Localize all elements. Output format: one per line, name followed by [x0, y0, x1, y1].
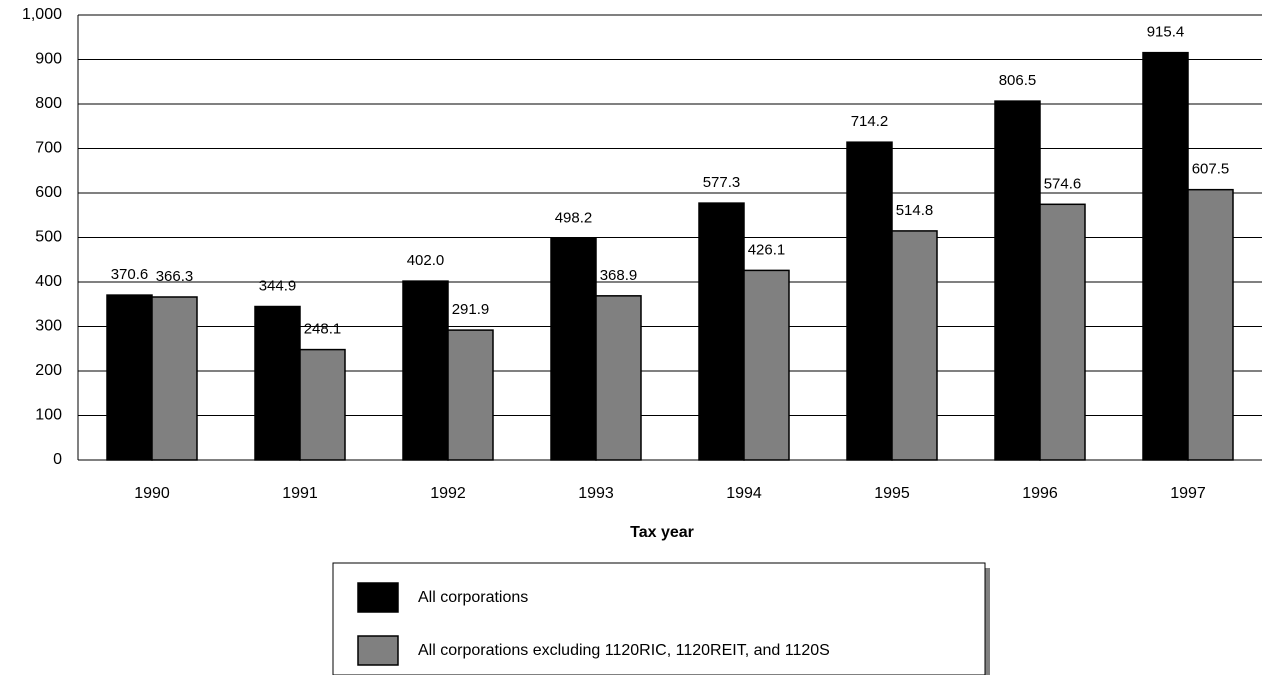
legend-swatch — [357, 635, 399, 666]
value-label: 370.6 — [111, 266, 149, 283]
value-label: 915.4 — [1147, 24, 1185, 41]
value-label: 498.2 — [555, 209, 593, 226]
legend-swatch — [357, 582, 399, 613]
value-label: 344.9 — [259, 277, 297, 294]
legend — [332, 562, 986, 675]
x-axis-title: Tax year — [630, 524, 694, 541]
bar — [151, 296, 198, 461]
x-tick-label: 1995 — [874, 485, 910, 502]
x-tick-label: 1991 — [282, 485, 318, 502]
y-tick-label: 800 — [35, 95, 62, 112]
value-label: 514.8 — [896, 202, 934, 219]
bar — [994, 100, 1041, 461]
y-tick-label: 100 — [35, 407, 62, 424]
bar — [106, 294, 153, 461]
value-label: 368.9 — [600, 267, 638, 284]
bar — [743, 269, 790, 461]
legend-label: All corporations — [418, 589, 528, 606]
bar — [846, 141, 893, 461]
value-label: 607.5 — [1192, 161, 1230, 178]
x-tick-label: 1996 — [1022, 485, 1058, 502]
bar — [1187, 188, 1234, 461]
bar — [698, 202, 745, 461]
bar — [595, 295, 642, 461]
bar — [299, 348, 346, 461]
value-label: 806.5 — [999, 72, 1037, 89]
y-tick-label: 300 — [35, 318, 62, 335]
bar — [402, 280, 449, 461]
bar — [1142, 51, 1189, 461]
y-tick-label: 400 — [35, 273, 62, 290]
value-label: 291.9 — [452, 301, 490, 318]
x-tick-label: 1997 — [1170, 485, 1206, 502]
x-tick-label: 1993 — [578, 485, 614, 502]
y-tick-label: 600 — [35, 184, 62, 201]
legend-label: All corporations excluding 1120RIC, 1120… — [418, 642, 830, 659]
y-tick-label: 0 — [53, 451, 62, 468]
value-label: 426.1 — [748, 241, 786, 258]
bar — [550, 237, 597, 461]
x-tick-label: 1992 — [430, 485, 466, 502]
y-tick-label: 200 — [35, 362, 62, 379]
bar — [254, 305, 301, 461]
x-tick-label: 1994 — [726, 485, 762, 502]
bar — [1039, 203, 1086, 461]
value-label: 577.3 — [703, 174, 741, 191]
y-tick-label: 900 — [35, 51, 62, 68]
value-label: 714.2 — [851, 113, 889, 130]
bar — [891, 230, 938, 461]
value-label: 574.6 — [1044, 175, 1082, 192]
value-label: 366.3 — [156, 268, 194, 285]
y-tick-label: 500 — [35, 229, 62, 246]
value-label: 248.1 — [304, 321, 342, 338]
value-label: 402.0 — [407, 252, 445, 269]
y-tick-label: 700 — [35, 140, 62, 157]
bar — [447, 329, 494, 461]
y-tick-label: 1,000 — [22, 6, 62, 23]
x-tick-label: 1990 — [134, 485, 170, 502]
